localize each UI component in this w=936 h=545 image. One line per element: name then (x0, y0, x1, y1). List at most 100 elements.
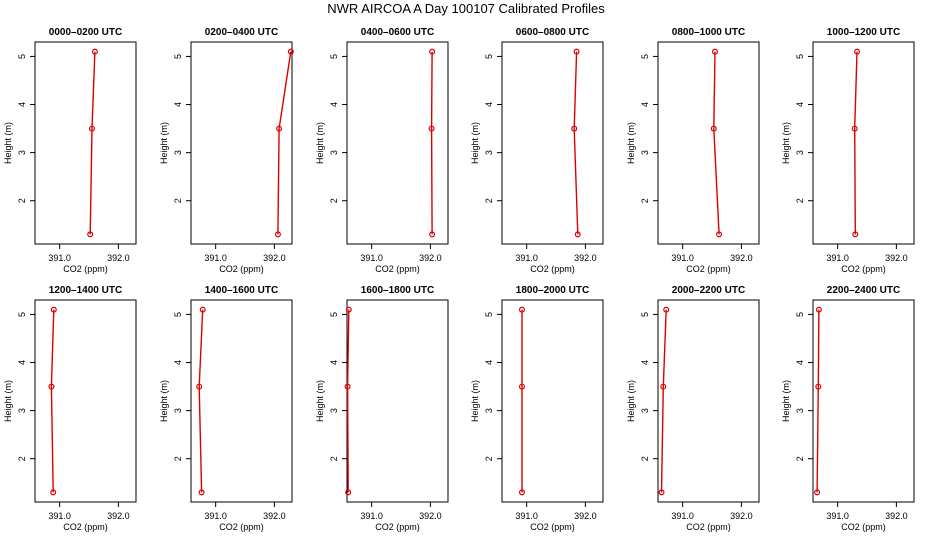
panel-title: 0800–1000 UTC (672, 27, 745, 38)
y-tick-label: 2 (640, 198, 650, 203)
x-tick-label: 392.0 (263, 253, 286, 263)
data-point (573, 48, 580, 55)
plot-frame (812, 41, 915, 245)
x-tick-label: 391.0 (671, 253, 694, 263)
y-tick-label: 4 (484, 360, 494, 365)
data-point (711, 48, 718, 55)
x-axis-label: CO2 (ppm) (841, 264, 886, 274)
x-tick-label: 392.0 (885, 511, 908, 521)
panel-title: 0000–0200 UTC (49, 27, 122, 38)
data-point (48, 383, 55, 390)
data-point (199, 306, 206, 313)
data-point (574, 231, 581, 238)
x-axis-label: CO2 (ppm) (530, 522, 575, 532)
y-tick-label: 5 (173, 54, 183, 59)
y-tick-label: 5 (795, 54, 805, 59)
data-point (198, 489, 205, 496)
x-tick-label: 391.0 (515, 253, 538, 263)
y-tick-label: 5 (795, 312, 805, 317)
x-tick-label: 392.0 (107, 511, 130, 521)
y-axis-label: Height (m) (470, 380, 480, 422)
x-tick-label: 391.0 (826, 253, 849, 263)
data-point (854, 48, 861, 55)
x-tick-label: 392.0 (419, 511, 442, 521)
series-line (89, 51, 96, 235)
x-axis-label: CO2 (ppm) (686, 522, 731, 532)
panel-title: 2000–2200 UTC (672, 285, 745, 296)
data-point (87, 231, 94, 238)
x-tick-label: 392.0 (885, 253, 908, 263)
y-tick-label: 5 (484, 312, 494, 317)
y-tick-label: 3 (329, 408, 339, 413)
plot-frame (346, 41, 449, 245)
data-point (196, 383, 203, 390)
x-tick-label: 391.0 (48, 253, 71, 263)
x-axis-label: CO2 (ppm) (63, 264, 108, 274)
data-point (658, 489, 665, 496)
panel-title: 1200–1400 UTC (49, 285, 122, 296)
data-point (716, 231, 723, 238)
y-tick-label: 2 (484, 198, 494, 203)
x-tick-label: 391.0 (204, 511, 227, 521)
y-axis-label: Height (m) (781, 380, 791, 422)
data-point (344, 383, 351, 390)
x-axis-label: CO2 (ppm) (375, 522, 420, 532)
y-tick-label: 4 (640, 102, 650, 107)
panel-title: 2200–2400 UTC (827, 285, 900, 296)
x-tick-label: 392.0 (263, 511, 286, 521)
y-tick-label: 2 (795, 456, 805, 461)
y-tick-label: 5 (173, 312, 183, 317)
plot-frame (657, 299, 760, 503)
y-tick-label: 4 (329, 360, 339, 365)
y-tick-label: 4 (17, 102, 27, 107)
data-point (852, 231, 859, 238)
y-tick-label: 5 (329, 54, 339, 59)
plot-frame (657, 41, 760, 245)
data-point (345, 489, 352, 496)
panel-title: 0600–0800 UTC (516, 27, 589, 38)
y-axis-label: Height (m) (626, 122, 636, 164)
y-tick-label: 5 (640, 312, 650, 317)
data-point (663, 306, 670, 313)
y-tick-label: 3 (17, 150, 27, 155)
data-point (428, 125, 435, 132)
data-point (571, 125, 578, 132)
series-line (277, 51, 292, 235)
panel-title: 1400–1600 UTC (205, 285, 278, 296)
x-axis-label: CO2 (ppm) (375, 264, 420, 274)
data-point (287, 48, 294, 55)
y-tick-label: 2 (795, 198, 805, 203)
plot-frame (501, 41, 604, 245)
data-point (274, 231, 281, 238)
series-line (573, 51, 579, 235)
y-tick-label: 5 (17, 54, 27, 59)
series-line (198, 309, 204, 493)
plot-frame (346, 299, 449, 503)
plot-frame (190, 41, 293, 245)
series-line (660, 309, 667, 493)
data-point (50, 489, 57, 496)
y-tick-label: 4 (173, 102, 183, 107)
y-tick-label: 4 (795, 102, 805, 107)
data-point (91, 48, 98, 55)
data-point (660, 383, 667, 390)
data-point (345, 306, 352, 313)
x-axis-label: CO2 (ppm) (841, 522, 886, 532)
data-point (429, 231, 436, 238)
y-tick-label: 5 (17, 312, 27, 317)
y-tick-label: 3 (329, 150, 339, 155)
y-tick-label: 2 (17, 456, 27, 461)
data-point (814, 489, 821, 496)
x-tick-label: 391.0 (48, 511, 71, 521)
panel-title: 0200–0400 UTC (205, 27, 278, 38)
data-point (518, 383, 525, 390)
y-tick-label: 4 (484, 102, 494, 107)
x-tick-label: 391.0 (826, 511, 849, 521)
